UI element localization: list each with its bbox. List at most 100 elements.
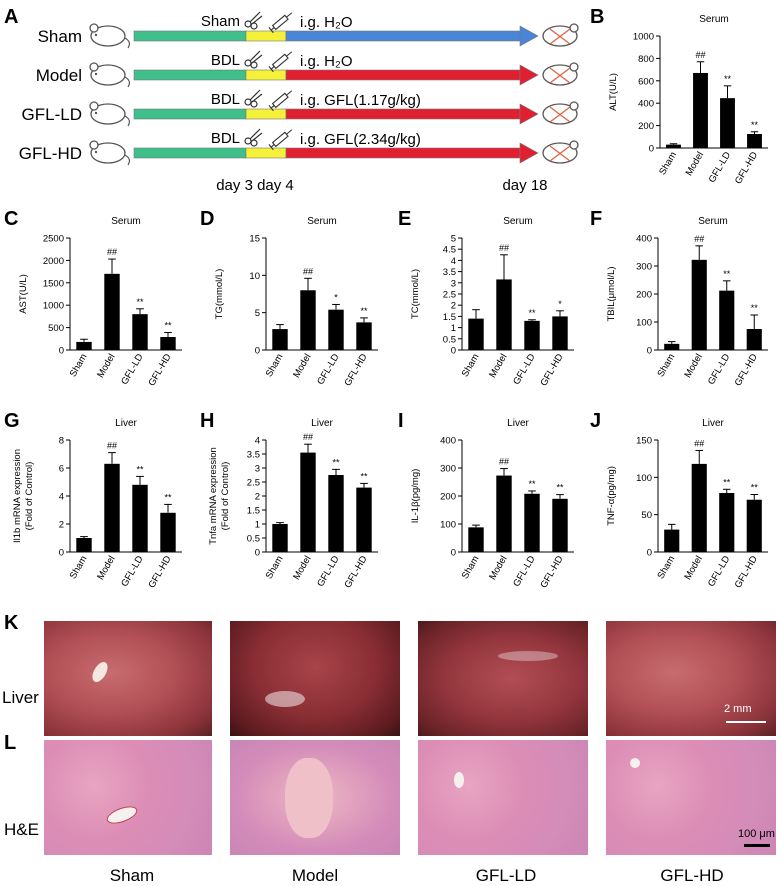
significance-label: ** [136, 464, 144, 474]
chart-title: Serum [503, 216, 532, 227]
y-tick-label: 800 [638, 54, 654, 65]
chart-tnfa-mrna: Liver Tnfa mRNA expression (Fold of Contro… [208, 418, 378, 590]
y-tick-label: 200 [636, 290, 652, 301]
y-tick-label: 5 [451, 234, 456, 245]
bar [468, 318, 484, 350]
x-tick-label: Model [684, 150, 706, 178]
group-label-gfl-hd: GFL-HD [660, 866, 724, 885]
mouse-icon [89, 140, 131, 166]
x-tick-label: GFL-HD [342, 352, 369, 388]
panel-label-h: H [200, 410, 215, 432]
y-tick-label: 500 [48, 323, 64, 334]
scale-bar-liver [726, 721, 766, 723]
significance-label: ** [528, 308, 536, 318]
significance-label: ** [751, 120, 759, 130]
y-tick-label: 0.5 [443, 334, 456, 345]
x-tick-label: Sham [460, 352, 482, 379]
x-tick-label: Sham [655, 352, 677, 379]
x-tick-label: Sham [655, 554, 677, 581]
significance-label: * [334, 292, 338, 302]
y-axis-label: TC(mmol/L) [410, 269, 421, 319]
significance-label: ** [751, 483, 759, 493]
y-tick-label: 3 [451, 278, 456, 289]
y-tick-label: 3 [255, 464, 260, 475]
chart-title: Serum [698, 216, 727, 227]
significance-label: ## [107, 441, 117, 451]
chart-il1b-mrna: Liver Il1b mRNA expression (Fold of Contro… [12, 418, 182, 590]
treatment-arrowhead [519, 142, 539, 164]
x-tick-label: GFL-HD [146, 554, 173, 590]
bar [160, 512, 176, 552]
bar [76, 538, 92, 552]
y-axis-label: ALT(U/L) [608, 73, 619, 111]
x-tick-label: GFL-LD [511, 352, 537, 387]
y-tick-label: 8 [59, 436, 64, 447]
bar [496, 279, 512, 350]
syringe-icon [268, 12, 293, 34]
x-tick-label: GFL-HD [538, 554, 565, 590]
procedure-label: BDL [211, 130, 240, 147]
group-name: Model [36, 66, 82, 85]
treatment-bar [285, 69, 521, 81]
panel-label-i: I [398, 410, 404, 432]
x-tick-label: Model [95, 352, 117, 380]
y-tick-label: 0 [59, 548, 64, 559]
panel-label-k: K [4, 612, 19, 634]
y-tick-label: 1000 [43, 301, 64, 312]
y-tick-label: 0 [59, 346, 64, 357]
bar [691, 259, 707, 350]
mouse-icon [89, 101, 131, 127]
scissors-icon [244, 11, 263, 30]
panel-label-l: L [4, 732, 17, 754]
x-tick-label: GFL-LD [707, 150, 733, 185]
significance-label: ** [751, 303, 759, 313]
x-tick-label: Sham [68, 554, 90, 581]
significance-label: ## [303, 266, 313, 276]
bar [691, 463, 707, 552]
y-tick-label: 2 [59, 520, 64, 531]
bar [160, 337, 176, 350]
scissors-icon [244, 50, 263, 69]
y-axis-label-secondary: (Fold of Control) [220, 462, 231, 531]
y-tick-label: 10 [249, 271, 260, 282]
syringe-icon [268, 129, 293, 151]
y-tick-label: 15 [249, 234, 260, 245]
significance-label: ** [360, 471, 368, 481]
significance-label: ** [556, 483, 564, 493]
phase-pre-bar [133, 147, 247, 159]
chart-title: Serum [699, 14, 728, 25]
liver-photo-sham [44, 621, 212, 736]
y-axis-label-secondary: (Fold of Control) [24, 462, 35, 531]
panel-label-f: F [590, 208, 603, 230]
bar [468, 527, 484, 552]
group-name: GFL-HD [19, 144, 82, 163]
x-tick-label: GFL-LD [119, 554, 145, 589]
y-tick-label: 1.5 [247, 506, 260, 517]
bar [664, 529, 680, 552]
bar [746, 329, 762, 350]
y-tick-label: 0.5 [247, 534, 260, 545]
x-tick-label: GFL-LD [511, 554, 537, 589]
mouse-icon [89, 23, 131, 49]
he-photo-gfl-hd: 100 μm [606, 740, 776, 855]
treatment-arrowhead [519, 103, 539, 125]
panel-label-b: B [590, 6, 605, 28]
x-tick-label: Model [291, 554, 313, 582]
x-tick-label: Model [487, 554, 509, 582]
y-tick-label: 300 [440, 464, 456, 475]
y-tick-label: 4 [255, 436, 260, 447]
bar [300, 290, 316, 350]
y-tick-label: 2 [255, 492, 260, 503]
treatment-bar [285, 147, 521, 159]
he-photo-sham [44, 740, 212, 855]
x-tick-label: Sham [68, 352, 90, 379]
bar [328, 475, 344, 552]
y-tick-label: 1 [255, 520, 260, 531]
timeline-day3-day4: day 3 day 4 [216, 177, 294, 194]
y-tick-label: 100 [636, 473, 652, 484]
chart-tnfa-protein: Liver TNF-α(pg/mg) 0 50 100 150 Sham ## Model ** G… [606, 418, 768, 590]
significance-label: ## [694, 234, 704, 244]
scale-bar-he [744, 844, 770, 847]
y-tick-label: 1.5 [443, 312, 456, 323]
sacrificed-mouse-icon [542, 140, 579, 164]
